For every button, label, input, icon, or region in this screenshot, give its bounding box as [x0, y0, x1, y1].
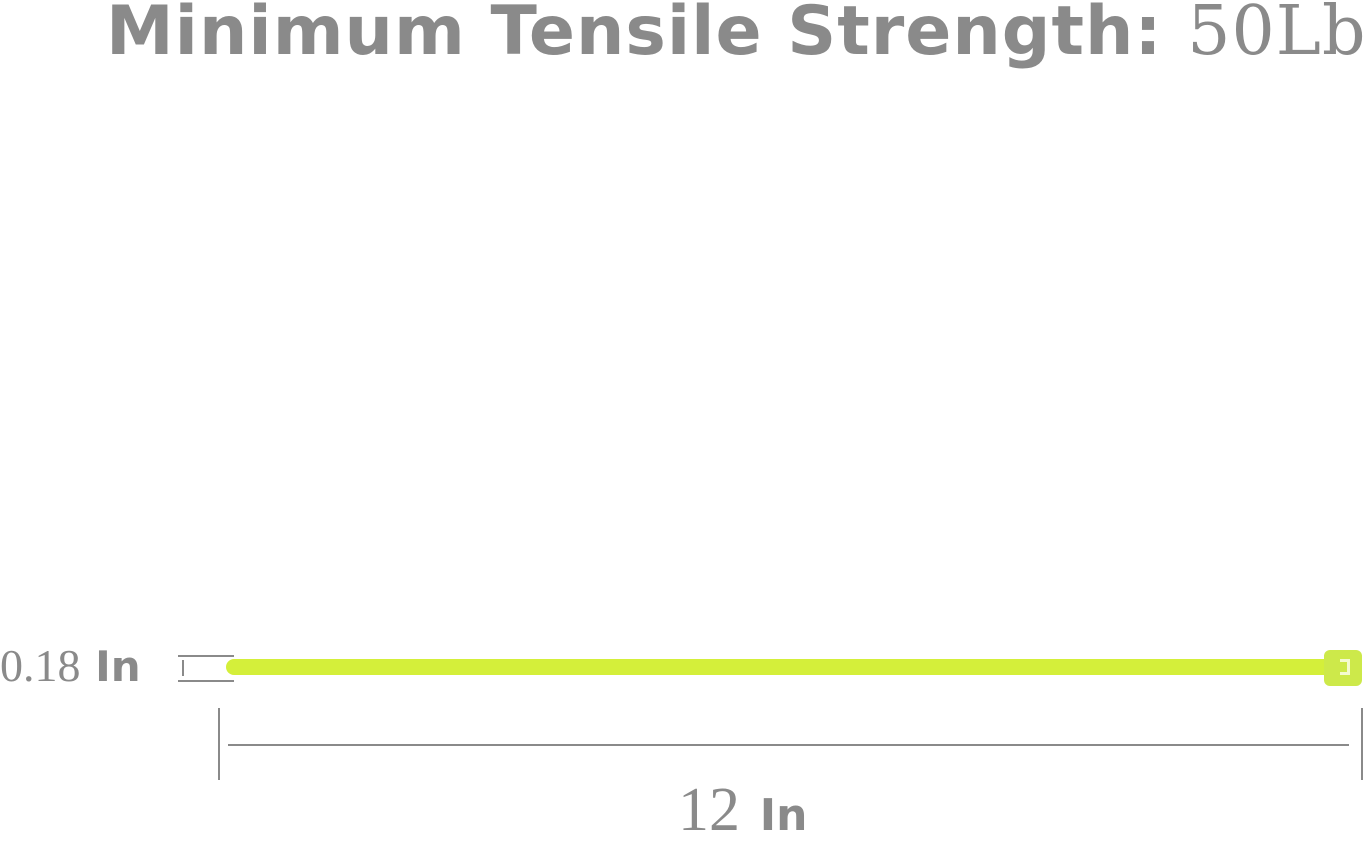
tensile-strength-label: Minimum Tensile Strength: [106, 0, 1163, 71]
length-unit: In [759, 790, 808, 841]
width-bracket-top [178, 655, 234, 657]
tensile-strength-heading: Minimum Tensile Strength: 50Lbs [106, 0, 1366, 71]
cable-tie-slot [1340, 659, 1350, 675]
length-dimension-line [228, 744, 1349, 746]
width-bracket-tick [182, 660, 184, 676]
cable-tie-strap [226, 659, 1336, 675]
length-dimension-label: 12 In [678, 772, 807, 846]
length-right-tick [1361, 708, 1363, 780]
cable-tie-head [1324, 650, 1362, 686]
length-left-tick [218, 708, 220, 780]
width-dimension-label: 0.18 In [0, 638, 141, 692]
width-bracket-bottom [178, 680, 234, 682]
width-unit: In [95, 642, 141, 691]
width-value: 0.18 [0, 640, 81, 691]
length-value: 12 [678, 776, 740, 844]
tensile-strength-value: 50Lbs [1187, 0, 1366, 71]
